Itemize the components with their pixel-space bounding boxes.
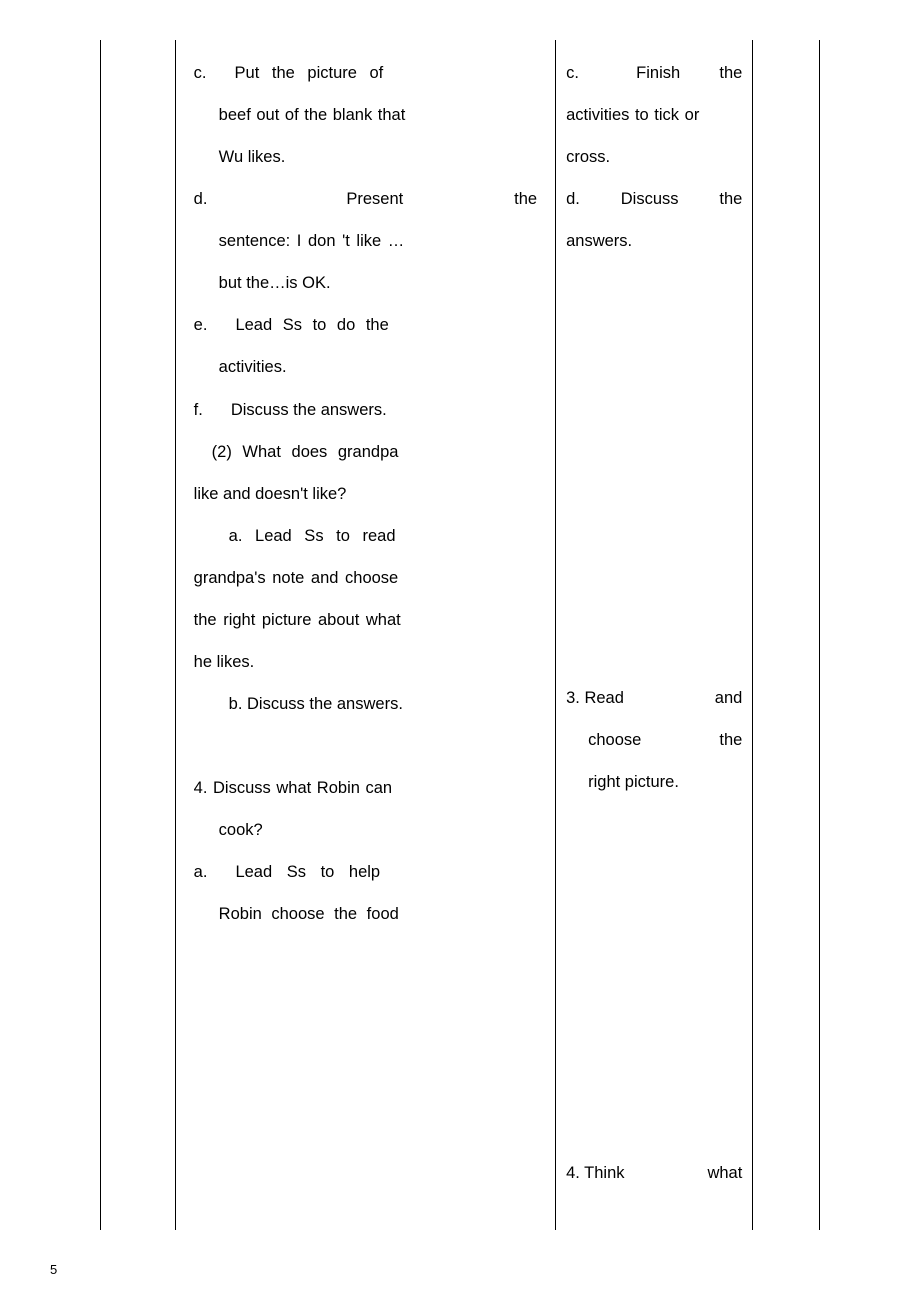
text-line: f. Discuss the answers. bbox=[194, 389, 537, 431]
text-content: Put the picture of bbox=[235, 52, 538, 94]
text-content: Finish bbox=[636, 52, 680, 94]
text-line: Wu likes. bbox=[194, 136, 537, 178]
text-content: the bbox=[719, 52, 742, 94]
spacer bbox=[194, 725, 537, 767]
text-content: Lead Ss to help bbox=[235, 851, 380, 893]
text-line: activities. bbox=[194, 346, 537, 388]
text-content: what bbox=[707, 1152, 742, 1194]
text-content: 4. Think bbox=[566, 1152, 624, 1194]
text-content: 3. Read bbox=[566, 677, 624, 719]
text-line: 4. Discuss what Robin can bbox=[194, 767, 537, 809]
text-line: e. Lead Ss to do the bbox=[194, 304, 537, 346]
list-marker: d. bbox=[194, 178, 208, 220]
text-line: like and doesn't like? bbox=[194, 473, 537, 515]
text-line: Robin choose the food bbox=[194, 893, 537, 935]
text-line: choose the bbox=[566, 719, 742, 761]
text-line: the right picture about what bbox=[194, 599, 537, 641]
text-line: grandpa's note and choose bbox=[194, 557, 537, 599]
text-content: the bbox=[719, 178, 742, 220]
list-marker: f. bbox=[194, 389, 203, 431]
text-content: the bbox=[719, 719, 742, 761]
text-line: a. Lead Ss to help bbox=[194, 851, 537, 893]
text-content: Lead Ss to do the bbox=[235, 304, 388, 346]
text-line: (2) What does grandpa bbox=[194, 431, 537, 473]
text-line: cross. bbox=[566, 136, 742, 178]
table-col-3: c. Finish the activities to tick or cros… bbox=[556, 40, 753, 1230]
text-line: activities to tick or bbox=[566, 94, 742, 136]
spacer bbox=[566, 804, 742, 1152]
text-line: d. Discuss the bbox=[566, 178, 742, 220]
text-line: 3. Read and bbox=[566, 677, 742, 719]
page-number: 5 bbox=[50, 1262, 57, 1277]
text-content: and bbox=[715, 677, 743, 719]
text-line: answers. bbox=[566, 220, 742, 262]
text-content: Present bbox=[346, 178, 403, 220]
table-col-1 bbox=[101, 40, 176, 1230]
text-content: Discuss the answers. bbox=[231, 389, 387, 431]
text-line: a. Lead Ss to read bbox=[194, 515, 537, 557]
text-line: cook? bbox=[194, 809, 537, 851]
list-marker: c. bbox=[566, 52, 579, 94]
table-col-4 bbox=[753, 40, 819, 1230]
text-line: d. Present the bbox=[194, 178, 537, 220]
list-marker: d. bbox=[566, 178, 580, 220]
text-line: 4. Think what bbox=[566, 1152, 742, 1194]
page-container: c. Put the picture of beef out of the bl… bbox=[0, 0, 920, 1302]
text-line: right picture. bbox=[566, 761, 742, 803]
text-content: the bbox=[514, 178, 537, 220]
text-content: Discuss bbox=[621, 178, 679, 220]
text-line: but the…is OK. bbox=[194, 262, 537, 304]
text-line: sentence: I don 't like … bbox=[194, 220, 537, 262]
text-content: choose bbox=[588, 719, 641, 761]
spacer bbox=[566, 262, 742, 677]
table-col-2: c. Put the picture of beef out of the bl… bbox=[176, 40, 556, 1230]
text-line: b. Discuss the answers. bbox=[194, 683, 537, 725]
text-line: c. Put the picture of bbox=[194, 52, 537, 94]
text-line: c. Finish the bbox=[566, 52, 742, 94]
lesson-table: c. Put the picture of beef out of the bl… bbox=[100, 40, 820, 1230]
text-line: beef out of the blank that bbox=[194, 94, 537, 136]
text-line: he likes. bbox=[194, 641, 537, 683]
list-marker: a. bbox=[194, 851, 208, 893]
list-marker: c. bbox=[194, 52, 207, 94]
list-marker: e. bbox=[194, 304, 208, 346]
